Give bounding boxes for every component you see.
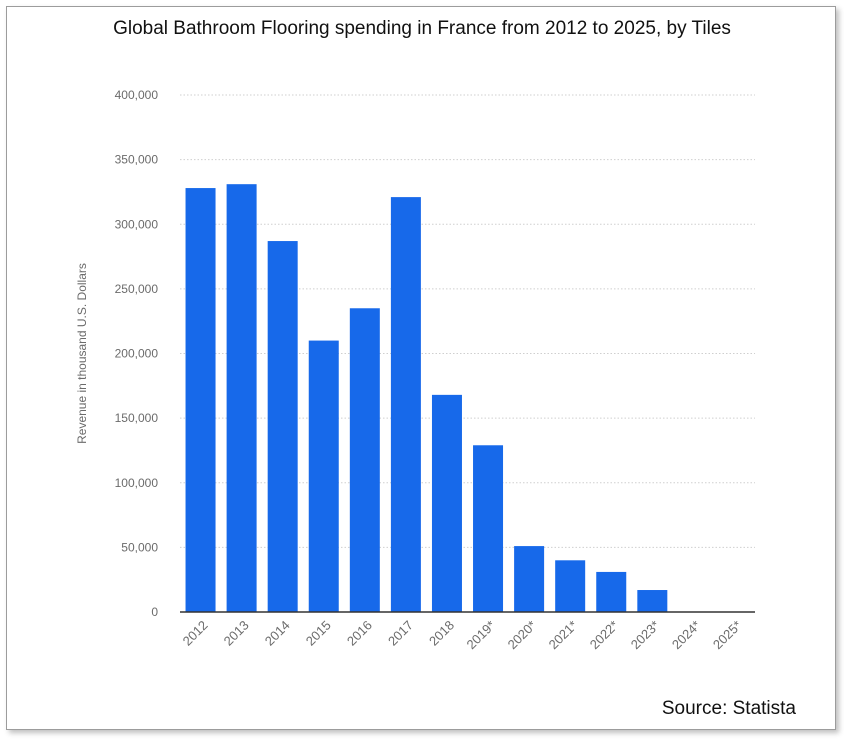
y-axis-ticks: 0 50,000 100,000 150,000 200,000 250,000 300,0… [115, 88, 159, 619]
y-tick-label: 100,000 [115, 476, 159, 490]
x-tick-label: 2023* [628, 618, 663, 653]
y-tick-label: 300,000 [115, 217, 159, 231]
y-axis-label: Revenue in thousand U.S. Dollars [75, 263, 89, 444]
x-tick-label: 2021* [546, 618, 581, 653]
bar-2018 [431, 394, 462, 612]
y-tick-label: 150,000 [115, 411, 159, 425]
y-tick-label: 0 [151, 605, 158, 619]
x-tick-label: 2014 [262, 618, 293, 649]
bar-2020 [514, 546, 545, 612]
x-tick-label: 2025* [710, 618, 745, 653]
x-axis-ticks: 2012 2013 2014 2015 2016 2017 2018 2019* 2020* 20… [180, 618, 745, 653]
bar-2013 [226, 184, 257, 612]
chart-title: Global Bathroom Flooring spending in Fra… [113, 18, 731, 39]
x-tick-label: 2012 [180, 618, 211, 649]
x-tick-label: 2016 [344, 618, 375, 649]
y-tick-label: 250,000 [115, 282, 159, 296]
bar-2012 [185, 188, 216, 612]
x-tick-label: 2018 [426, 618, 457, 649]
bars [185, 184, 668, 613]
y-tick-label: 350,000 [115, 153, 159, 167]
y-tick-label: 200,000 [115, 347, 159, 361]
bar-2023 [637, 590, 668, 612]
bar-2021 [555, 560, 586, 612]
bar-2016 [349, 308, 380, 612]
y-tick-label: 400,000 [115, 88, 159, 102]
x-tick-label: 2020* [505, 618, 540, 653]
x-tick-label: 2015 [303, 618, 334, 649]
x-tick-label: 2013 [221, 618, 252, 649]
x-tick-label: 2017 [385, 618, 416, 649]
bar-2017 [390, 197, 421, 613]
bar-2015 [308, 340, 339, 612]
bar-2022 [596, 571, 627, 612]
bar-2019 [473, 445, 504, 612]
x-tick-label: 2019* [464, 618, 499, 653]
bar-2014 [267, 241, 298, 613]
source-note: Source: Statista [661, 698, 796, 719]
y-tick-label: 50,000 [121, 540, 158, 554]
x-tick-label: 2024* [669, 618, 704, 653]
chart-frame [6, 6, 836, 730]
x-tick-label: 2022* [587, 618, 622, 653]
grid-lines [180, 94, 755, 548]
